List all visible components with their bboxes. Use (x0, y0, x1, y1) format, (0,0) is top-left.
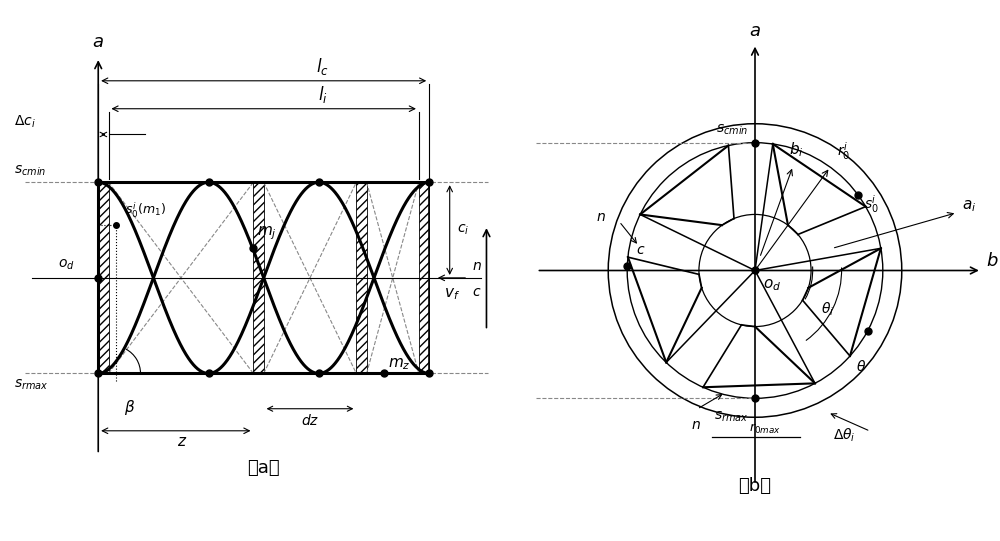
Text: $o_d$: $o_d$ (763, 278, 781, 293)
Text: $r_{0max}$: $r_{0max}$ (749, 422, 781, 436)
Text: $n$: $n$ (596, 210, 606, 225)
Text: $v_f$: $v_f$ (444, 286, 460, 302)
Bar (419, 182, 429, 373)
Bar (98, 182, 109, 373)
Text: $c$: $c$ (472, 285, 481, 299)
Text: $s_0^i(m_1)$: $s_0^i(m_1)$ (125, 200, 166, 220)
Text: $s_{rmax}$: $s_{rmax}$ (14, 378, 48, 392)
Text: $\Delta c_i$: $\Delta c_i$ (14, 114, 35, 130)
Text: $c_i$: $c_i$ (457, 223, 469, 237)
Text: $l_c$: $l_c$ (316, 56, 329, 77)
Text: $n$: $n$ (472, 260, 482, 274)
Bar (356, 182, 367, 373)
Text: $b_i$: $b_i$ (789, 140, 804, 159)
Text: $dz$: $dz$ (301, 413, 319, 428)
Text: （b）: （b） (738, 478, 772, 496)
Bar (253, 182, 264, 373)
Text: $\beta$: $\beta$ (124, 398, 135, 417)
Text: $s_{rmax}$: $s_{rmax}$ (714, 410, 748, 424)
Text: $a$: $a$ (749, 22, 761, 39)
Text: $l_i$: $l_i$ (318, 84, 327, 105)
Text: $\theta$: $\theta$ (856, 359, 866, 374)
Text: $z$: $z$ (177, 433, 187, 448)
Text: $a$: $a$ (92, 34, 104, 51)
Text: $r_0^i$: $r_0^i$ (837, 140, 850, 162)
Text: $m_j$: $m_j$ (257, 224, 277, 242)
Text: $s_{cmin}$: $s_{cmin}$ (716, 123, 748, 137)
Text: $n$: $n$ (691, 418, 701, 432)
Text: $b$: $b$ (986, 253, 998, 270)
Text: $o_d$: $o_d$ (58, 258, 75, 272)
Text: $a_i$: $a_i$ (962, 198, 976, 214)
Text: $\theta_i$: $\theta_i$ (821, 300, 834, 318)
Text: $m_z$: $m_z$ (388, 357, 411, 372)
Text: $s_{cmin}$: $s_{cmin}$ (14, 163, 46, 178)
Text: $\Delta\theta_i$: $\Delta\theta_i$ (833, 426, 856, 444)
Text: $c$: $c$ (636, 243, 645, 258)
Text: （a）: （a） (247, 459, 280, 477)
Text: $s_0^i$: $s_0^i$ (864, 193, 879, 215)
